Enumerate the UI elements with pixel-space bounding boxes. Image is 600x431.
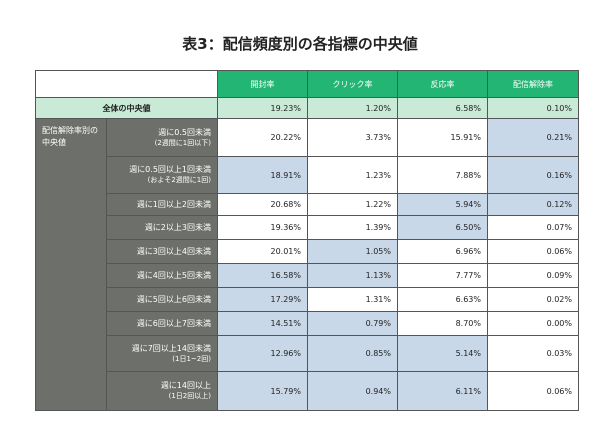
value-cell: 0.07%: [487, 215, 579, 240]
row-label: 週に5回以上6回未満: [106, 287, 218, 312]
value-cell: 0.12%: [487, 193, 579, 216]
value-cell: 5.94%: [397, 193, 488, 216]
row-label: 週に4回以上5回未満: [106, 263, 218, 288]
row-label: 週に7回以上14回未満 (1日1~2回): [106, 335, 218, 372]
row-label: 週に1回以上2回未満: [106, 193, 218, 216]
overall-value: 6.58%: [397, 97, 488, 119]
value-cell: 5.14%: [397, 335, 488, 372]
value-cell: 0.85%: [307, 335, 398, 372]
value-cell: 1.23%: [307, 156, 398, 194]
value-cell: 1.05%: [307, 239, 398, 264]
row-label-sub: (1日2回以上): [168, 392, 211, 400]
table-row: 週に7回以上14回未満 (1日1~2回) 12.96% 0.85% 5.14% 0.03%: [36, 335, 579, 372]
header-row: 開封率 クリック率 反応率 配信解除率: [35, 70, 579, 98]
row-label-sub: (およそ2週間に1回): [147, 176, 211, 184]
table-row: 週に3回以上4回未満 20.01% 1.05% 6.96% 0.06%: [36, 239, 579, 264]
value-cell: 15.91%: [397, 118, 488, 157]
row-label-main: 週に0.5回未満: [158, 127, 211, 137]
row-label-main: 週に1回以上2回未満: [136, 200, 211, 209]
row-label-sub: (1日1~2回): [172, 354, 211, 363]
value-cell: 16.58%: [217, 263, 308, 288]
value-cell: 0.16%: [487, 156, 579, 194]
row-label-main: 週に3回以上4回未満: [136, 247, 211, 256]
value-cell: 7.88%: [397, 156, 488, 194]
value-cell: 6.96%: [397, 239, 488, 264]
header-response-rate: 反応率: [397, 70, 488, 98]
value-cell: 18.91%: [217, 156, 308, 194]
row-label-main: 週に5回以上6回未満: [136, 295, 211, 304]
header-unsubscribe-rate: 配信解除率: [487, 70, 579, 98]
row-label-main: 週に0.5回以上1回未満: [129, 165, 211, 174]
median-table: 開封率 クリック率 反応率 配信解除率 全体の中央値 19.23% 1.20% …: [35, 70, 579, 411]
header-blank: [35, 70, 218, 98]
row-label-main: 週に14回以上: [160, 381, 211, 390]
table-row: 週に2以上3回未満 19.36% 1.39% 6.50% 0.07%: [36, 215, 579, 240]
value-cell: 0.06%: [487, 239, 579, 264]
row-label: 週に0.5回以上1回未満 (およそ2週間に1回): [106, 156, 218, 194]
value-cell: 0.21%: [487, 118, 579, 157]
table-row: 配信解除率別の中央値 週に0.5回未満 (2週間に1回以下) 20.22% 3.73% 1…: [35, 118, 579, 411]
table-row: 週に0.5回以上1回未満 (およそ2週間に1回) 18.91% 1.23% 7.88% 0…: [36, 156, 579, 194]
header-click-rate: クリック率: [307, 70, 398, 98]
row-label-sub: (2週間に1回以下): [154, 138, 211, 147]
value-cell: 20.01%: [217, 239, 308, 264]
value-cell: 1.31%: [307, 287, 398, 312]
value-cell: 0.94%: [307, 371, 398, 411]
value-cell: 1.13%: [307, 263, 398, 288]
row-label: 週に3回以上4回未満: [106, 239, 218, 264]
overall-label: 全体の中央値: [35, 97, 218, 119]
value-cell: 6.50%: [397, 215, 488, 240]
row-label: 週に2以上3回未満: [106, 215, 218, 240]
value-cell: 7.77%: [397, 263, 488, 288]
value-cell: 0.02%: [487, 287, 579, 312]
value-cell: 1.39%: [307, 215, 398, 240]
overall-value: 1.20%: [307, 97, 398, 119]
value-cell: 0.03%: [487, 335, 579, 372]
group-label: 配信解除率別の中央値: [35, 118, 107, 411]
overall-value: 0.10%: [487, 97, 579, 119]
value-cell: 0.06%: [487, 371, 579, 411]
row-label-main: 週に2以上3回未満: [144, 223, 211, 232]
value-cell: 20.22%: [217, 118, 308, 157]
row-label: 週に14回以上 (1日2回以上): [106, 371, 218, 411]
value-cell: 0.79%: [307, 311, 398, 336]
table-row: 週に4回以上5回未満 16.58% 1.13% 7.77% 0.09%: [36, 263, 579, 288]
value-cell: 19.36%: [217, 215, 308, 240]
value-cell: 12.96%: [217, 335, 308, 372]
value-cell: 1.22%: [307, 193, 398, 216]
row-label-main: 週に7回以上14回未満: [131, 343, 211, 353]
value-cell: 3.73%: [307, 118, 398, 157]
table-row: 週に5回以上6回未満 17.29% 1.31% 6.63% 0.02%: [36, 287, 579, 312]
value-cell: 17.29%: [217, 287, 308, 312]
value-cell: 8.70%: [397, 311, 488, 336]
row-label: 週に6回以上7回未満: [106, 311, 218, 336]
value-cell: 6.63%: [397, 287, 488, 312]
value-cell: 0.09%: [487, 263, 579, 288]
table-row: 週に1回以上2回未満 20.68% 1.22% 5.94% 0.12%: [36, 193, 579, 216]
table-row: 週に6回以上7回未満 14.51% 0.79% 8.70% 0.00%: [36, 311, 579, 336]
row-label-main: 週に6回以上7回未満: [136, 319, 211, 328]
overall-value: 19.23%: [217, 97, 308, 119]
value-cell: 14.51%: [217, 311, 308, 336]
page-title: 表3：配信頻度別の各指標の中央値: [182, 35, 418, 53]
overall-row: 全体の中央値 19.23% 1.20% 6.58% 0.10%: [35, 97, 579, 119]
value-cell: 6.11%: [397, 371, 488, 411]
row-label-main: 週に4回以上5回未満: [136, 271, 211, 280]
table-row: 週に14回以上 (1日2回以上) 15.79% 0.94% 6.11% 0.06%: [36, 371, 579, 411]
value-cell: 15.79%: [217, 371, 308, 411]
row-label: 週に0.5回未満 (2週間に1回以下): [106, 118, 218, 157]
header-open-rate: 開封率: [217, 70, 308, 98]
value-cell: 0.00%: [487, 311, 579, 336]
value-cell: 20.68%: [217, 193, 308, 216]
